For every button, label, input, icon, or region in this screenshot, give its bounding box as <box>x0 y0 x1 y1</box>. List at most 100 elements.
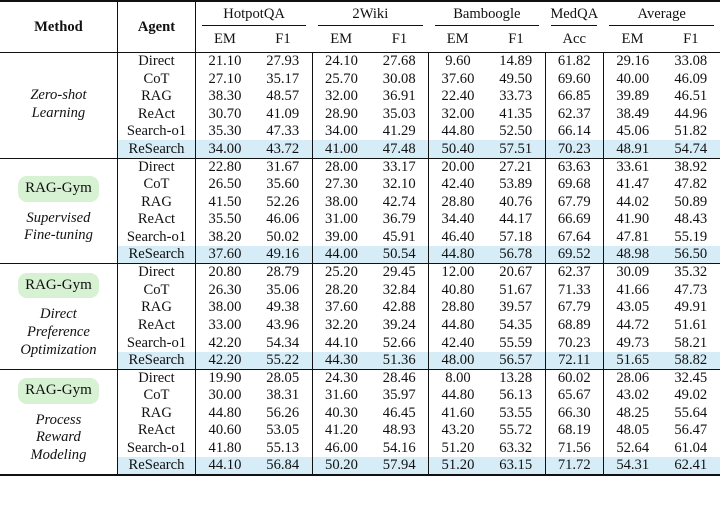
value-cell: 51.61 <box>674 316 708 333</box>
value-cell: 40.60 <box>208 422 242 439</box>
method-badge: RAG-Gym <box>18 273 99 299</box>
value-cell: 46.09 <box>674 70 708 87</box>
table-row: Search-o1 41.80 55.13 46.00 54.16 51.20 63.32 7… <box>0 439 720 458</box>
value-cell: 26.30 <box>208 281 242 298</box>
agent-cell: ReAct <box>117 210 197 229</box>
value-cell: 28.06 <box>616 369 650 386</box>
value-cell: 56.13 <box>486 386 546 405</box>
value-cell: 47.33 <box>253 122 313 141</box>
value-cell: 44.80 <box>208 404 242 421</box>
value-cell: 42.40 <box>441 334 475 351</box>
table-row: CoT 30.00 38.31 31.60 35.97 44.80 56.13 65.67 43… <box>0 386 720 405</box>
value-cell: 55.64 <box>674 404 708 421</box>
method-group: RAG-Gym Direct Preference Optimization Direc… <box>0 263 720 370</box>
value-cell: 54.74 <box>661 140 720 159</box>
value-cell: 13.28 <box>486 369 546 387</box>
value-cell: 24.10 <box>325 53 358 70</box>
agent-cell: Search-o1 <box>117 334 197 352</box>
value-cell: 55.22 <box>253 351 313 370</box>
value-cell: 43.02 <box>616 387 650 404</box>
value-cell: 52.26 <box>253 193 313 211</box>
agent-cell: CoT <box>117 386 197 405</box>
value-cell: 38.30 <box>208 88 242 105</box>
value-cell: 44.80 <box>441 316 475 333</box>
table-row: Search-o1 35.30 47.33 34.00 41.29 44.80 52.50 6… <box>0 122 720 141</box>
value-cell: 53.05 <box>253 421 313 440</box>
value-cell: 44.10 <box>195 457 254 475</box>
agent-cell: Direct <box>117 158 197 176</box>
value-cell: 39.00 <box>325 228 358 245</box>
value-cell: 49.38 <box>253 298 313 317</box>
value-cell: 51.36 <box>370 351 430 370</box>
value-cell: 68.19 <box>545 421 604 440</box>
value-cell: 34.00 <box>195 140 254 159</box>
value-cell: 32.10 <box>370 175 430 194</box>
value-cell: 50.20 <box>312 457 371 475</box>
value-cell: 52.66 <box>370 334 430 352</box>
value-cell: 38.49 <box>616 105 650 122</box>
value-cell: 50.02 <box>253 228 313 247</box>
value-cell: 57.51 <box>486 140 546 159</box>
value-cell: 31.67 <box>253 158 313 176</box>
value-cell: 44.80 <box>428 246 487 264</box>
value-cell: 41.20 <box>325 422 358 439</box>
agent-cell: ReAct <box>117 421 197 440</box>
method-name-line: Optimization <box>20 341 97 358</box>
value-cell: 28.79 <box>253 263 313 282</box>
value-cell: 49.73 <box>616 334 650 351</box>
dataset-header-bamboogle: Bamboogle <box>429 1 546 26</box>
metric-header: F1 <box>683 30 699 47</box>
value-cell: 54.16 <box>370 439 430 458</box>
method-name-line: Preference <box>26 324 90 341</box>
value-cell: 38.31 <box>253 386 313 405</box>
dataset-header-medqa: MedQA <box>545 1 603 26</box>
value-cell: 22.40 <box>441 88 475 105</box>
agent-cell: Search-o1 <box>117 439 197 458</box>
value-cell: 47.73 <box>674 281 708 298</box>
value-cell: 40.00 <box>616 70 650 87</box>
value-cell: 62.41 <box>661 457 720 475</box>
value-cell: 28.20 <box>325 281 358 298</box>
value-cell: 14.89 <box>486 52 546 71</box>
value-cell: 30.70 <box>208 105 242 122</box>
value-cell: 43.20 <box>441 422 475 439</box>
value-cell: 58.82 <box>661 351 720 370</box>
value-cell: 47.81 <box>616 228 650 245</box>
value-cell: 30.08 <box>370 70 430 88</box>
value-cell: 56.84 <box>253 457 313 475</box>
value-cell: 65.67 <box>545 386 604 405</box>
method-cell: RAG-Gym Supervised Fine-tuning <box>0 158 118 264</box>
method-group: RAG-Gym Process Reward Modeling Direct 19.90 2… <box>0 369 720 475</box>
value-cell: 33.73 <box>486 87 546 106</box>
method-group: RAG-Gym Supervised Fine-tuning Direct 22.80 3… <box>0 158 720 264</box>
metric-header: F1 <box>508 30 524 47</box>
value-cell: 61.82 <box>545 52 604 71</box>
value-cell: 33.00 <box>208 316 242 333</box>
method-header: Method <box>0 1 118 53</box>
value-cell: 26.50 <box>208 176 242 193</box>
method-badge: RAG-Gym <box>18 176 99 202</box>
value-cell: 30.09 <box>616 264 650 281</box>
value-cell: 28.80 <box>441 193 475 210</box>
value-cell: 42.20 <box>208 334 242 351</box>
value-cell: 9.60 <box>445 53 471 70</box>
value-cell: 71.33 <box>545 281 604 299</box>
value-cell: 12.00 <box>441 264 475 281</box>
table-row: Search-o1 38.20 50.02 39.00 45.91 46.40 57.18 6… <box>0 228 720 247</box>
value-cell: 32.84 <box>370 281 430 299</box>
value-cell: 69.52 <box>545 246 604 264</box>
table-row: RAG-Gym Supervised Fine-tuning Direct 22.80 3… <box>0 158 720 264</box>
value-cell: 20.00 <box>441 158 475 175</box>
method-name-line: Modeling <box>30 447 87 464</box>
value-cell: 51.20 <box>441 440 475 457</box>
value-cell: 19.90 <box>208 369 242 386</box>
metric-header: EM <box>446 30 469 47</box>
value-cell: 36.91 <box>370 87 430 106</box>
value-cell: 41.47 <box>616 176 650 193</box>
value-cell: 58.21 <box>674 334 708 351</box>
value-cell: 32.00 <box>325 88 358 105</box>
method-name-line: Direct <box>40 306 77 323</box>
value-cell: 54.31 <box>603 457 662 475</box>
agent-cell: Search-o1 <box>117 228 197 247</box>
value-cell: 32.45 <box>674 369 708 386</box>
